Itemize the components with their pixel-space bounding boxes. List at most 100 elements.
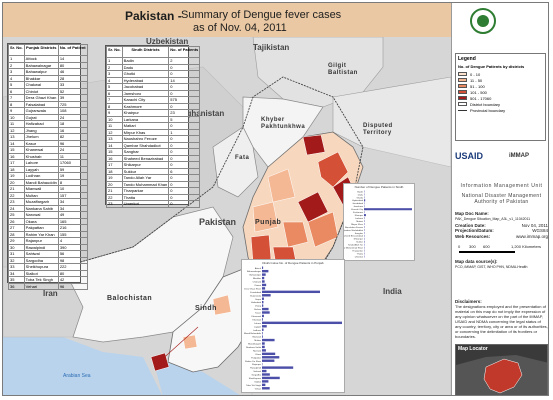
usaid-logo: USAID — [455, 151, 484, 161]
punjab-bar — [262, 331, 263, 335]
fata — [212, 126, 259, 198]
sindh-bar-label: Naushahro Feroze — [345, 226, 364, 229]
sindh-bar — [364, 208, 412, 211]
punjab-bar-label: Gujranwala — [250, 294, 262, 297]
legend-class-label: 11 - 50 — [470, 77, 483, 83]
legend-swatch — [458, 90, 467, 94]
table-row: 5 Jacobabad 0 — [106, 83, 201, 91]
table-row: 23 Umerkot 0 — [106, 200, 201, 208]
punjab-table-header-count: No. of Patient — [57, 44, 88, 56]
punjab-bar-label: Lodhran — [253, 329, 262, 332]
locator-pakistan — [483, 358, 523, 394]
legend-class-item: 501 - 17060 — [458, 95, 543, 101]
label-uzbekistan: Uzbekistan — [146, 37, 189, 46]
label-balochistan: Balochistan — [107, 295, 153, 302]
punjab-bar-label: Mandi Bahauddin — [244, 333, 262, 335]
table-row: 11 Hafizabad 18 — [8, 120, 88, 128]
table-row: 20 Tando Muhammad Khan 0 — [106, 180, 201, 188]
punjab-bar — [262, 318, 263, 321]
label-fata: Fata — [235, 155, 250, 161]
table-row: 12 Jhang 16 — [8, 126, 88, 134]
punjab-bar — [262, 311, 270, 314]
punjab-bar-label: Bhakkar — [253, 277, 261, 280]
sindh-bar-label: Mirpur Khas — [351, 223, 364, 226]
punjab-bar-label: Attock — [255, 267, 262, 270]
punjab-bar — [262, 307, 269, 311]
patient-count: 24 — [57, 113, 88, 121]
sindh-bar-label: Kashmore — [353, 211, 364, 214]
sindh-chart-bars: BadinDaduGhotkiHyderabadJacobabadJamshor… — [344, 190, 412, 258]
main-map: Uzbekistan Tajikistan Afghanistan Iran I… — [3, 37, 451, 395]
district-name: Shaheed Benazirabad — [121, 154, 170, 162]
district-name: Gujranwala — [23, 107, 59, 115]
arabian-sea — [3, 337, 162, 395]
legend-swatch — [458, 72, 467, 76]
map-title-line2: as of Nov. 04, 2011 — [193, 22, 287, 34]
map-locator-title: Map Locator — [458, 346, 488, 352]
sindh-bar-label: Jacobabad — [352, 203, 363, 205]
label-tajikistan: Tajikistan — [253, 43, 290, 52]
sindh-bar-label: Thatta — [357, 252, 364, 255]
sindh-bar — [364, 240, 365, 243]
punjab-bar — [262, 280, 265, 283]
patient-count: 33 — [57, 81, 88, 89]
punjab-bar-label: Chiniot — [254, 284, 261, 287]
table-row: 9 Khairpur 23 — [106, 109, 201, 117]
district-name: Mandi Bahauddin — [23, 178, 59, 186]
table-row: 3 Ghotki 0 — [106, 70, 201, 78]
patient-count: 5 — [168, 115, 201, 123]
patient-count: 23 — [168, 109, 201, 117]
sindh-bar-label: Shikarpur — [354, 238, 364, 241]
punjab-bar — [262, 383, 266, 387]
punjab-bar — [262, 297, 264, 300]
sources-value: PCO, iMMAP, GIST, WHO PHN, NDMA-Health — [455, 264, 528, 269]
punjab-bar-label: Faisalabad — [250, 292, 261, 294]
punjab-bar — [262, 352, 276, 356]
table-row: 10 Gujrat 24 — [8, 113, 88, 121]
punjab-table-header-sr: Sr. No. — [8, 44, 25, 56]
label-sindh: Sindh — [195, 305, 217, 312]
ndma-authority: National Disaster Management Authority o… — [461, 193, 542, 205]
sindh-bar-label: Hyderabad — [352, 199, 363, 202]
label-india: India — [383, 287, 402, 296]
creation-date-value: Nov 04, 2011 — [521, 222, 548, 228]
punjab-bar — [262, 325, 267, 328]
district-name: Bahawalpur — [23, 68, 59, 76]
table-row: 36 Vehari 96 — [8, 282, 88, 290]
legend-title: Legend — [458, 56, 476, 62]
sindh-bar-label: Matiari — [356, 220, 363, 223]
sindh-bar-label: Umerkot — [355, 255, 364, 258]
legend: Legend No. of Dengue Patients by distric… — [455, 53, 546, 141]
label-iran: Iran — [43, 289, 58, 298]
map-doc-name-label: Map Doc Name: — [455, 211, 489, 216]
web-resources-value: www.immap.org — [515, 234, 548, 240]
district-name: Chakwal — [23, 81, 59, 89]
sindh-table-header-district: Sindh Districts — [121, 46, 170, 58]
sindh-district-khairpur — [212, 294, 232, 316]
sources-label: Map data source(s): — [455, 258, 498, 264]
district-name: Faisalabad — [23, 100, 59, 108]
district-name: Vehari — [23, 282, 59, 290]
projection-value: WGS84 — [532, 228, 548, 234]
immap-logo: iMMAP — [509, 153, 529, 159]
information-management-unit: Information Management Unit — [460, 183, 543, 189]
district-name: Bhakkar — [23, 74, 59, 82]
punjab-district-mid-1 — [282, 221, 309, 248]
legend-class-label: 501 - 17060 — [470, 95, 492, 101]
punjab-district-low-2 — [252, 201, 279, 233]
patient-count: 46 — [57, 68, 88, 76]
sindh-bar-label: Sanghar — [355, 232, 364, 235]
table-row: 10 Larkana 5 — [106, 115, 201, 123]
patient-count: 0 — [168, 89, 201, 97]
punjab-bar-label: Sheikhupura — [249, 377, 262, 380]
punjab-bar — [262, 342, 265, 345]
punjab-bar — [262, 328, 264, 331]
legend-class-label: 0 - 10 — [470, 71, 481, 77]
punjab-bar-label: Sialkot — [254, 380, 261, 383]
legend-class-item: 101 - 500 — [458, 89, 543, 95]
sindh-bar-label: Khairpur — [355, 214, 364, 217]
patient-count: 725 — [57, 100, 88, 108]
punjab-bar-label: Mianwali — [252, 337, 261, 339]
table-row: 5 Chakwal 33 — [8, 81, 88, 89]
sindh-table-header-sr: Sr. No. — [106, 46, 123, 58]
